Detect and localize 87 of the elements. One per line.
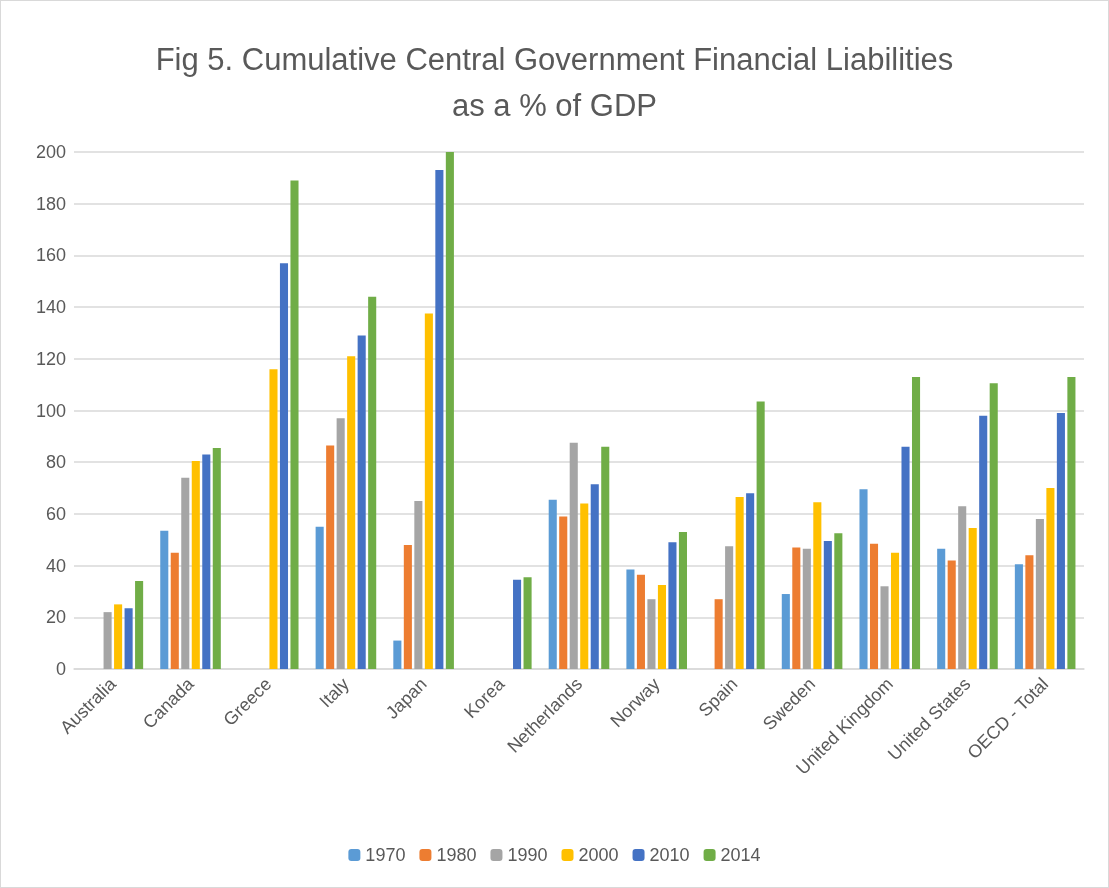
bar — [668, 542, 677, 669]
bar — [170, 552, 179, 669]
y-tick-label: 60 — [45, 503, 66, 524]
bar — [393, 640, 402, 669]
bar — [1067, 376, 1076, 669]
legend-label: 2014 — [720, 845, 761, 865]
bar — [911, 376, 921, 669]
y-tick-label: 0 — [55, 659, 66, 679]
y-tick-label: 100 — [35, 400, 66, 421]
bar — [279, 263, 289, 669]
bar — [813, 502, 822, 669]
bar — [403, 544, 412, 669]
bar — [181, 477, 190, 669]
bar — [823, 541, 832, 669]
bar — [160, 530, 169, 669]
bar — [435, 170, 444, 669]
bar — [124, 608, 133, 669]
bar — [636, 574, 645, 669]
bar — [792, 547, 801, 669]
bar — [979, 415, 988, 669]
bar — [735, 497, 744, 669]
legend-label: 1970 — [365, 845, 406, 865]
y-tick-label: 120 — [35, 348, 66, 369]
bar — [1035, 519, 1044, 669]
bar — [834, 533, 843, 669]
y-tick-label: 160 — [35, 245, 66, 266]
bar — [647, 599, 656, 669]
bar — [901, 446, 910, 669]
bar — [989, 383, 998, 669]
y-tick-label: 20 — [45, 607, 66, 628]
bar — [326, 445, 335, 669]
bar — [678, 532, 687, 669]
bar — [958, 506, 967, 669]
bar — [859, 489, 868, 669]
y-tick-label: 180 — [35, 193, 66, 214]
bar — [1056, 413, 1065, 669]
legend-label: 2000 — [578, 845, 619, 865]
bar — [135, 581, 144, 669]
legend-label: 1980 — [436, 845, 477, 865]
bar — [1046, 488, 1055, 669]
bar — [269, 369, 278, 669]
bar — [347, 356, 356, 669]
bar — [580, 503, 589, 669]
bar — [202, 454, 211, 669]
bar — [657, 584, 666, 669]
bar — [548, 499, 557, 669]
bar — [725, 546, 734, 669]
bar — [746, 493, 755, 669]
bar — [357, 335, 366, 669]
bar — [569, 442, 578, 669]
x-tick-label: Italy — [315, 673, 353, 712]
bar — [880, 586, 889, 669]
bar — [869, 543, 879, 669]
bar — [414, 500, 423, 669]
bar — [523, 577, 532, 669]
legend-label: 2010 — [649, 845, 690, 865]
bar — [336, 418, 345, 669]
bar — [590, 484, 599, 669]
bar — [968, 528, 977, 669]
bar — [756, 401, 765, 669]
bar — [781, 594, 790, 669]
bar — [290, 180, 299, 669]
bar — [947, 560, 956, 669]
bar — [890, 552, 900, 669]
bar — [424, 313, 433, 669]
bar — [1025, 555, 1034, 669]
bar — [212, 447, 221, 669]
bar — [802, 548, 811, 669]
bar — [114, 604, 123, 669]
bar — [315, 526, 324, 669]
y-tick-label: 40 — [45, 555, 66, 576]
chart-title: Fig 5. Cumulative Central Government Financial Liabilities as a % of GDP — [155, 41, 954, 123]
bar — [1014, 564, 1023, 669]
bar — [714, 599, 723, 669]
bar — [445, 152, 454, 669]
bar — [103, 612, 112, 669]
legend-label: 1990 — [507, 845, 548, 865]
bar — [368, 296, 377, 669]
bar — [191, 460, 200, 669]
y-tick-label: 140 — [35, 297, 66, 318]
y-tick-label: 80 — [45, 452, 66, 473]
bar — [513, 579, 522, 669]
bar — [601, 446, 610, 669]
bar — [937, 548, 946, 669]
bar — [626, 569, 635, 669]
y-tick-label: 200 — [35, 142, 66, 162]
bar — [559, 516, 568, 669]
